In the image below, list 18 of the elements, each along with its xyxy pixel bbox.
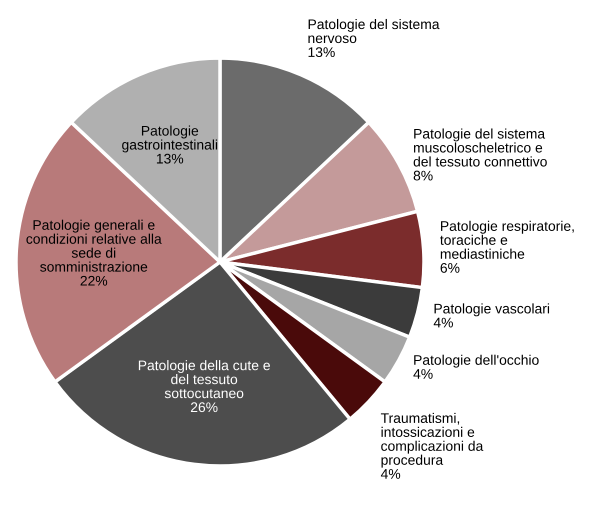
data-label: 6%: [440, 262, 460, 273]
slice-label: Patologie respiratorie, toraciche e mediastiniche: [440, 220, 574, 259]
slice-label: Traumatismi, intossicazioni e complicazioni da procedura: [380, 412, 484, 468]
data-label: 13%: [156, 154, 184, 164]
slice-label: Patologie del sistema muscoloscheletrico e del tessuto connettivo: [414, 128, 547, 167]
slice-label: Patologie della cute e del tessuto sottocutaneo: [138, 360, 270, 398]
data-label: 8%: [414, 170, 433, 181]
data-label: 22%: [80, 276, 108, 286]
slice-label: Patologie dell'occhio: [414, 354, 539, 368]
data-label: 26%: [190, 402, 218, 412]
slice-label: Patologie generali e condizioni relative alla sede di somministrazione: [26, 220, 162, 272]
data-label: 4%: [434, 318, 453, 328]
slice-label: Patologie del sistema nervoso: [308, 18, 440, 44]
slice-label: Patologie vascolari: [434, 303, 550, 316]
data-label: 4%: [380, 469, 400, 479]
slice-label: Patologie gastrointestinali: [122, 125, 218, 152]
data-label: 4%: [413, 369, 433, 379]
data-label: 13%: [308, 47, 335, 58]
